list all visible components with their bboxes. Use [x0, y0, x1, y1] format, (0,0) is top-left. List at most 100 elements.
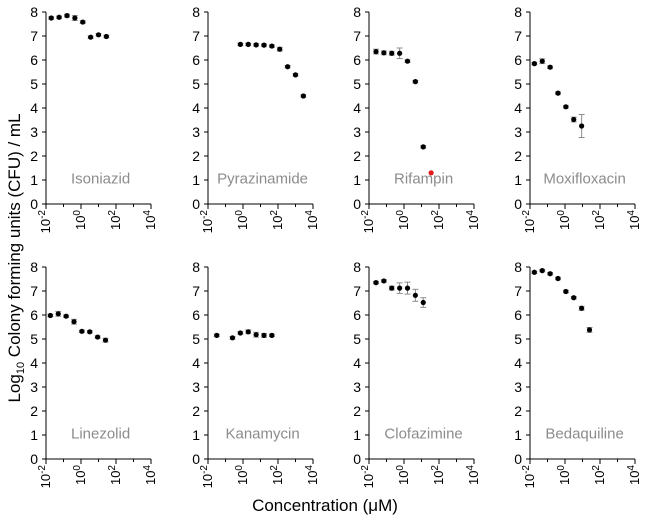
x-tick-base: 10 — [627, 471, 642, 485]
y-tick-label: 0 — [514, 196, 522, 212]
y-axis-label: Log10 Colony forming units (CFU) / mL — [5, 113, 27, 402]
x-tick-label: 102 — [107, 210, 123, 230]
y-axis-label-rest: Colony forming units (CFU) / mL — [4, 113, 24, 362]
x-tick-label: 10-2 — [521, 465, 537, 489]
x-tick-base: 10 — [38, 219, 53, 233]
x-tick-label: 104 — [142, 210, 158, 230]
y-tick-label: 0 — [353, 451, 361, 467]
y-tick-label: 0 — [192, 451, 200, 467]
y-tick-label: 1 — [353, 172, 361, 188]
x-tick-exponent: 2 — [430, 210, 441, 216]
y-tick-label: 4 — [514, 100, 522, 116]
x-axis-label-mu: μ — [368, 496, 379, 515]
x-tick-exponent: -2 — [360, 210, 371, 219]
data-point — [571, 295, 577, 301]
data-point — [571, 116, 577, 123]
data-point — [539, 58, 545, 64]
x-tick-label: 104 — [142, 465, 158, 485]
x-tick-base: 10 — [431, 216, 446, 230]
data-point — [412, 292, 418, 298]
y-tick-label: 1 — [192, 172, 200, 188]
data-point — [72, 15, 78, 21]
x-tick-exponent: -2 — [360, 465, 371, 474]
y-tick-label: 1 — [192, 427, 200, 443]
y-tick-label: 5 — [30, 331, 38, 347]
data-point — [102, 337, 109, 343]
x-tick-exponent: 0 — [234, 210, 245, 216]
y-tick-label: 6 — [514, 52, 522, 68]
data-point — [95, 334, 101, 340]
x-tick-label: 102 — [591, 210, 607, 230]
y-tick-label: 7 — [353, 28, 361, 44]
x-tick-base: 10 — [361, 474, 376, 488]
y-tick-label: 6 — [192, 307, 200, 323]
data-point — [373, 280, 379, 286]
x-tick-label: 104 — [304, 465, 320, 485]
y-tick-label: 8 — [353, 259, 361, 275]
x-axis-label-prefix: Concentration ( — [252, 496, 369, 515]
x-tick-label: 104 — [626, 465, 642, 485]
data-point — [253, 332, 259, 338]
y-tick-label: 0 — [192, 196, 200, 212]
x-tick-base: 10 — [143, 216, 158, 230]
x-tick-exponent: 2 — [107, 210, 118, 216]
y-tick-label: 0 — [30, 451, 38, 467]
y-axis-label-subscript: 10 — [15, 361, 28, 375]
x-tick-exponent: 4 — [465, 210, 476, 216]
data-point — [547, 271, 553, 277]
data-point — [381, 50, 387, 56]
x-tick-exponent: 0 — [556, 465, 567, 471]
x-tick-base: 10 — [396, 471, 411, 485]
data-point — [397, 285, 403, 291]
x-tick-base: 10 — [627, 216, 642, 230]
y-tick-label: 3 — [30, 124, 38, 140]
data-point — [80, 19, 86, 25]
data-point — [563, 288, 569, 295]
data-point — [237, 41, 243, 48]
x-tick-base: 10 — [592, 471, 607, 485]
x-tick-exponent: 0 — [556, 210, 567, 216]
x-tick-base: 10 — [305, 216, 320, 230]
x-tick-base: 10 — [522, 474, 537, 488]
x-tick-exponent: 4 — [465, 465, 476, 471]
data-point — [55, 311, 61, 317]
y-tick-label: 6 — [30, 52, 38, 68]
x-tick-label: 10-2 — [37, 465, 53, 489]
y-tick-label: 2 — [30, 148, 38, 164]
y-tick-label: 0 — [30, 196, 38, 212]
x-tick-label: 10-2 — [199, 465, 215, 489]
x-tick-base: 10 — [466, 216, 481, 230]
x-tick-label: 102 — [430, 210, 446, 230]
y-tick-label: 8 — [514, 4, 522, 20]
x-tick-label: 10-2 — [521, 210, 537, 234]
x-tick-base: 10 — [270, 471, 285, 485]
y-tick-label: 3 — [192, 379, 200, 395]
x-tick-exponent: 2 — [269, 210, 280, 216]
y-tick-label: 6 — [192, 52, 200, 68]
x-tick-label: 102 — [269, 210, 285, 230]
y-tick-label: 2 — [353, 403, 361, 419]
y-tick-label: 6 — [353, 307, 361, 323]
x-tick-label: 100 — [395, 465, 411, 485]
y-tick-label: 7 — [514, 28, 522, 44]
data-point — [404, 285, 411, 291]
drug-label: Clofazimine — [384, 426, 462, 443]
y-tick-label: 3 — [514, 124, 522, 140]
y-tick-label: 5 — [353, 331, 361, 347]
y-tick-label: 2 — [514, 403, 522, 419]
data-point — [229, 335, 236, 341]
drug-label: Pyrazinamide — [217, 171, 308, 188]
drug-label: Linezolid — [71, 426, 130, 443]
y-tick-label: 1 — [30, 427, 38, 443]
x-tick-label: 10-2 — [360, 465, 376, 489]
x-axis-label-suffix: M) — [378, 496, 398, 515]
x-tick-base: 10 — [396, 216, 411, 230]
x-tick-label: 10-2 — [37, 210, 53, 234]
y-tick-label: 0 — [514, 451, 522, 467]
x-tick-exponent: -2 — [521, 210, 532, 219]
x-tick-base: 10 — [235, 216, 250, 230]
